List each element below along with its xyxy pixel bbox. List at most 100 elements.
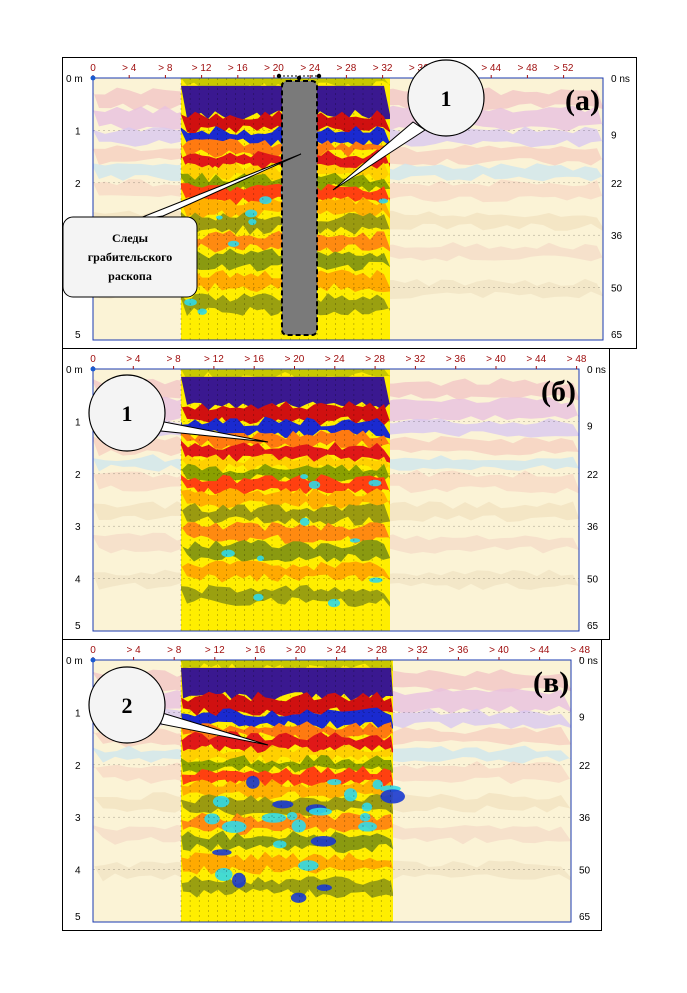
x-tick-label: > 40 bbox=[489, 645, 509, 656]
radargram-b: 0 > 4 > 8 > 12 > 16 > 20 > 24 > 28 > 32 > 36 > 40 >… bbox=[66, 354, 606, 632]
time-label: 36 bbox=[611, 231, 623, 242]
x-tick-label: > 4 bbox=[127, 645, 142, 656]
x-tick-label: > 28 bbox=[337, 63, 357, 74]
callout-number: 1 bbox=[122, 401, 133, 426]
x-tick-label: > 48 bbox=[570, 645, 590, 656]
note-line: грабительского bbox=[88, 250, 173, 264]
x-tick-label: > 20 bbox=[285, 354, 305, 365]
depth-label: 1 bbox=[75, 417, 81, 428]
x-tick-label: > 48 bbox=[567, 354, 587, 365]
x-tick-label: > 24 bbox=[327, 645, 347, 656]
origin-marker bbox=[90, 366, 96, 372]
x-tick-label: > 12 bbox=[192, 63, 212, 74]
depth-label: 5 bbox=[75, 330, 81, 341]
depth-label: 2 bbox=[75, 470, 81, 481]
x-tick-label: > 32 bbox=[406, 354, 426, 365]
time-label: 50 bbox=[579, 866, 591, 877]
callout-1 bbox=[332, 59, 485, 191]
x-tick-label: 0 bbox=[90, 354, 96, 365]
grid bbox=[93, 369, 579, 631]
x-tick-label: > 32 bbox=[408, 645, 428, 656]
time-label: 22 bbox=[587, 470, 599, 481]
time-label: 50 bbox=[587, 575, 599, 586]
x-tick-label: > 12 bbox=[204, 354, 224, 365]
x-tick-label: > 36 bbox=[409, 63, 429, 74]
time-label: 50 bbox=[611, 284, 623, 295]
x-tick-label: > 44 bbox=[481, 63, 501, 74]
callout-number: 1 bbox=[441, 86, 452, 111]
x-tick-label: > 12 bbox=[205, 645, 225, 656]
time-label: 9 bbox=[587, 421, 593, 432]
depth-label: 4 bbox=[75, 575, 81, 586]
time-label: 36 bbox=[579, 813, 591, 824]
excavation-marker bbox=[276, 73, 322, 336]
callout-number: 2 bbox=[122, 693, 133, 718]
time-label: 36 bbox=[587, 522, 599, 533]
time-label: 22 bbox=[611, 179, 623, 190]
x-tick-label: > 28 bbox=[367, 645, 387, 656]
depth-label: 5 bbox=[75, 912, 81, 923]
panel-letter: (б) bbox=[541, 375, 576, 408]
x-tick-label: > 48 bbox=[518, 63, 538, 74]
processed-section bbox=[181, 369, 390, 631]
x-tick-label: > 52 bbox=[554, 63, 574, 74]
time-label: 65 bbox=[579, 912, 591, 923]
x-tick-label: > 4 bbox=[126, 354, 141, 365]
depth-label: 3 bbox=[75, 522, 81, 533]
time-label: 22 bbox=[579, 761, 591, 772]
processed-section bbox=[181, 660, 405, 922]
time-label: 65 bbox=[587, 621, 599, 632]
x-tick-label: > 20 bbox=[264, 63, 284, 74]
depth-label: 2 bbox=[75, 761, 81, 772]
x-tick-label: > 16 bbox=[228, 63, 248, 74]
depth-label: 0 m bbox=[66, 656, 83, 667]
origin-marker bbox=[90, 657, 96, 663]
x-tick-label: > 24 bbox=[300, 63, 320, 74]
plot-frame bbox=[92, 77, 604, 341]
x-tick-label: > 44 bbox=[530, 645, 550, 656]
depth-label: 3 bbox=[75, 813, 81, 824]
radargram-a: 0> 4> 8> 12> 16> 20> 24> 28> 32> 36> 40>… bbox=[63, 59, 630, 341]
grid bbox=[93, 660, 571, 922]
x-tick-label: > 8 bbox=[158, 63, 173, 74]
depth-label: 4 bbox=[75, 866, 81, 877]
x-tick-label: > 32 bbox=[373, 63, 393, 74]
depth-label: 1 bbox=[75, 126, 81, 137]
radargram-c: 0 > 4 > 8 > 12 > 16 > 20 > 24 > 28 > 32 > 36 > 40 >… bbox=[66, 645, 598, 923]
time-label: 0 ns bbox=[611, 74, 630, 85]
radargram-panel-a: 0> 4> 8> 12> 16> 20> 24> 28> 32> 36> 40>… bbox=[62, 57, 637, 349]
x-tick-label: > 36 bbox=[446, 354, 466, 365]
radargram-panel-b: 0 > 4 > 8 > 12 > 16 > 20 > 24 > 28 > 32 > 36 > 40 >… bbox=[62, 348, 610, 640]
x-tick-label: > 44 bbox=[526, 354, 546, 365]
time-label: 9 bbox=[579, 712, 585, 723]
depth-label: 1 bbox=[75, 708, 81, 719]
x-tick-label: 0 bbox=[90, 63, 96, 74]
note-line: раскопа bbox=[108, 269, 152, 283]
x-tick-label: > 24 bbox=[325, 354, 345, 365]
x-tick-label: > 20 bbox=[286, 645, 306, 656]
depth-label: 2 bbox=[75, 179, 81, 190]
callout-1 bbox=[88, 374, 269, 452]
excavation-note bbox=[63, 153, 302, 298]
x-tick-label: > 16 bbox=[246, 645, 266, 656]
radargram-panel-c: 0 > 4 > 8 > 12 > 16 > 20 > 24 > 28 > 32 > 36 > 40 >… bbox=[62, 639, 602, 931]
x-tick-label: > 8 bbox=[167, 645, 182, 656]
panel-letter: (а) bbox=[565, 84, 600, 117]
x-tick-label: > 4 bbox=[122, 63, 137, 74]
x-tick-label: > 40 bbox=[486, 354, 506, 365]
callout-2 bbox=[88, 666, 269, 746]
plot-frame bbox=[92, 368, 580, 632]
time-label: 65 bbox=[611, 330, 623, 341]
time-label: 0 ns bbox=[579, 656, 598, 667]
depth-label: 5 bbox=[75, 621, 81, 632]
x-tick-label: > 36 bbox=[449, 645, 469, 656]
plot-frame bbox=[92, 659, 572, 923]
x-tick-label: 0 bbox=[90, 645, 96, 656]
panel-letter: (в) bbox=[533, 666, 569, 699]
x-tick-label: > 16 bbox=[244, 354, 264, 365]
note-line: Следы bbox=[112, 231, 149, 245]
depth-label: 0 m bbox=[66, 74, 83, 85]
x-tick-label: > 28 bbox=[365, 354, 385, 365]
depth-label: 0 m bbox=[66, 365, 83, 376]
time-label: 0 ns bbox=[587, 365, 606, 376]
